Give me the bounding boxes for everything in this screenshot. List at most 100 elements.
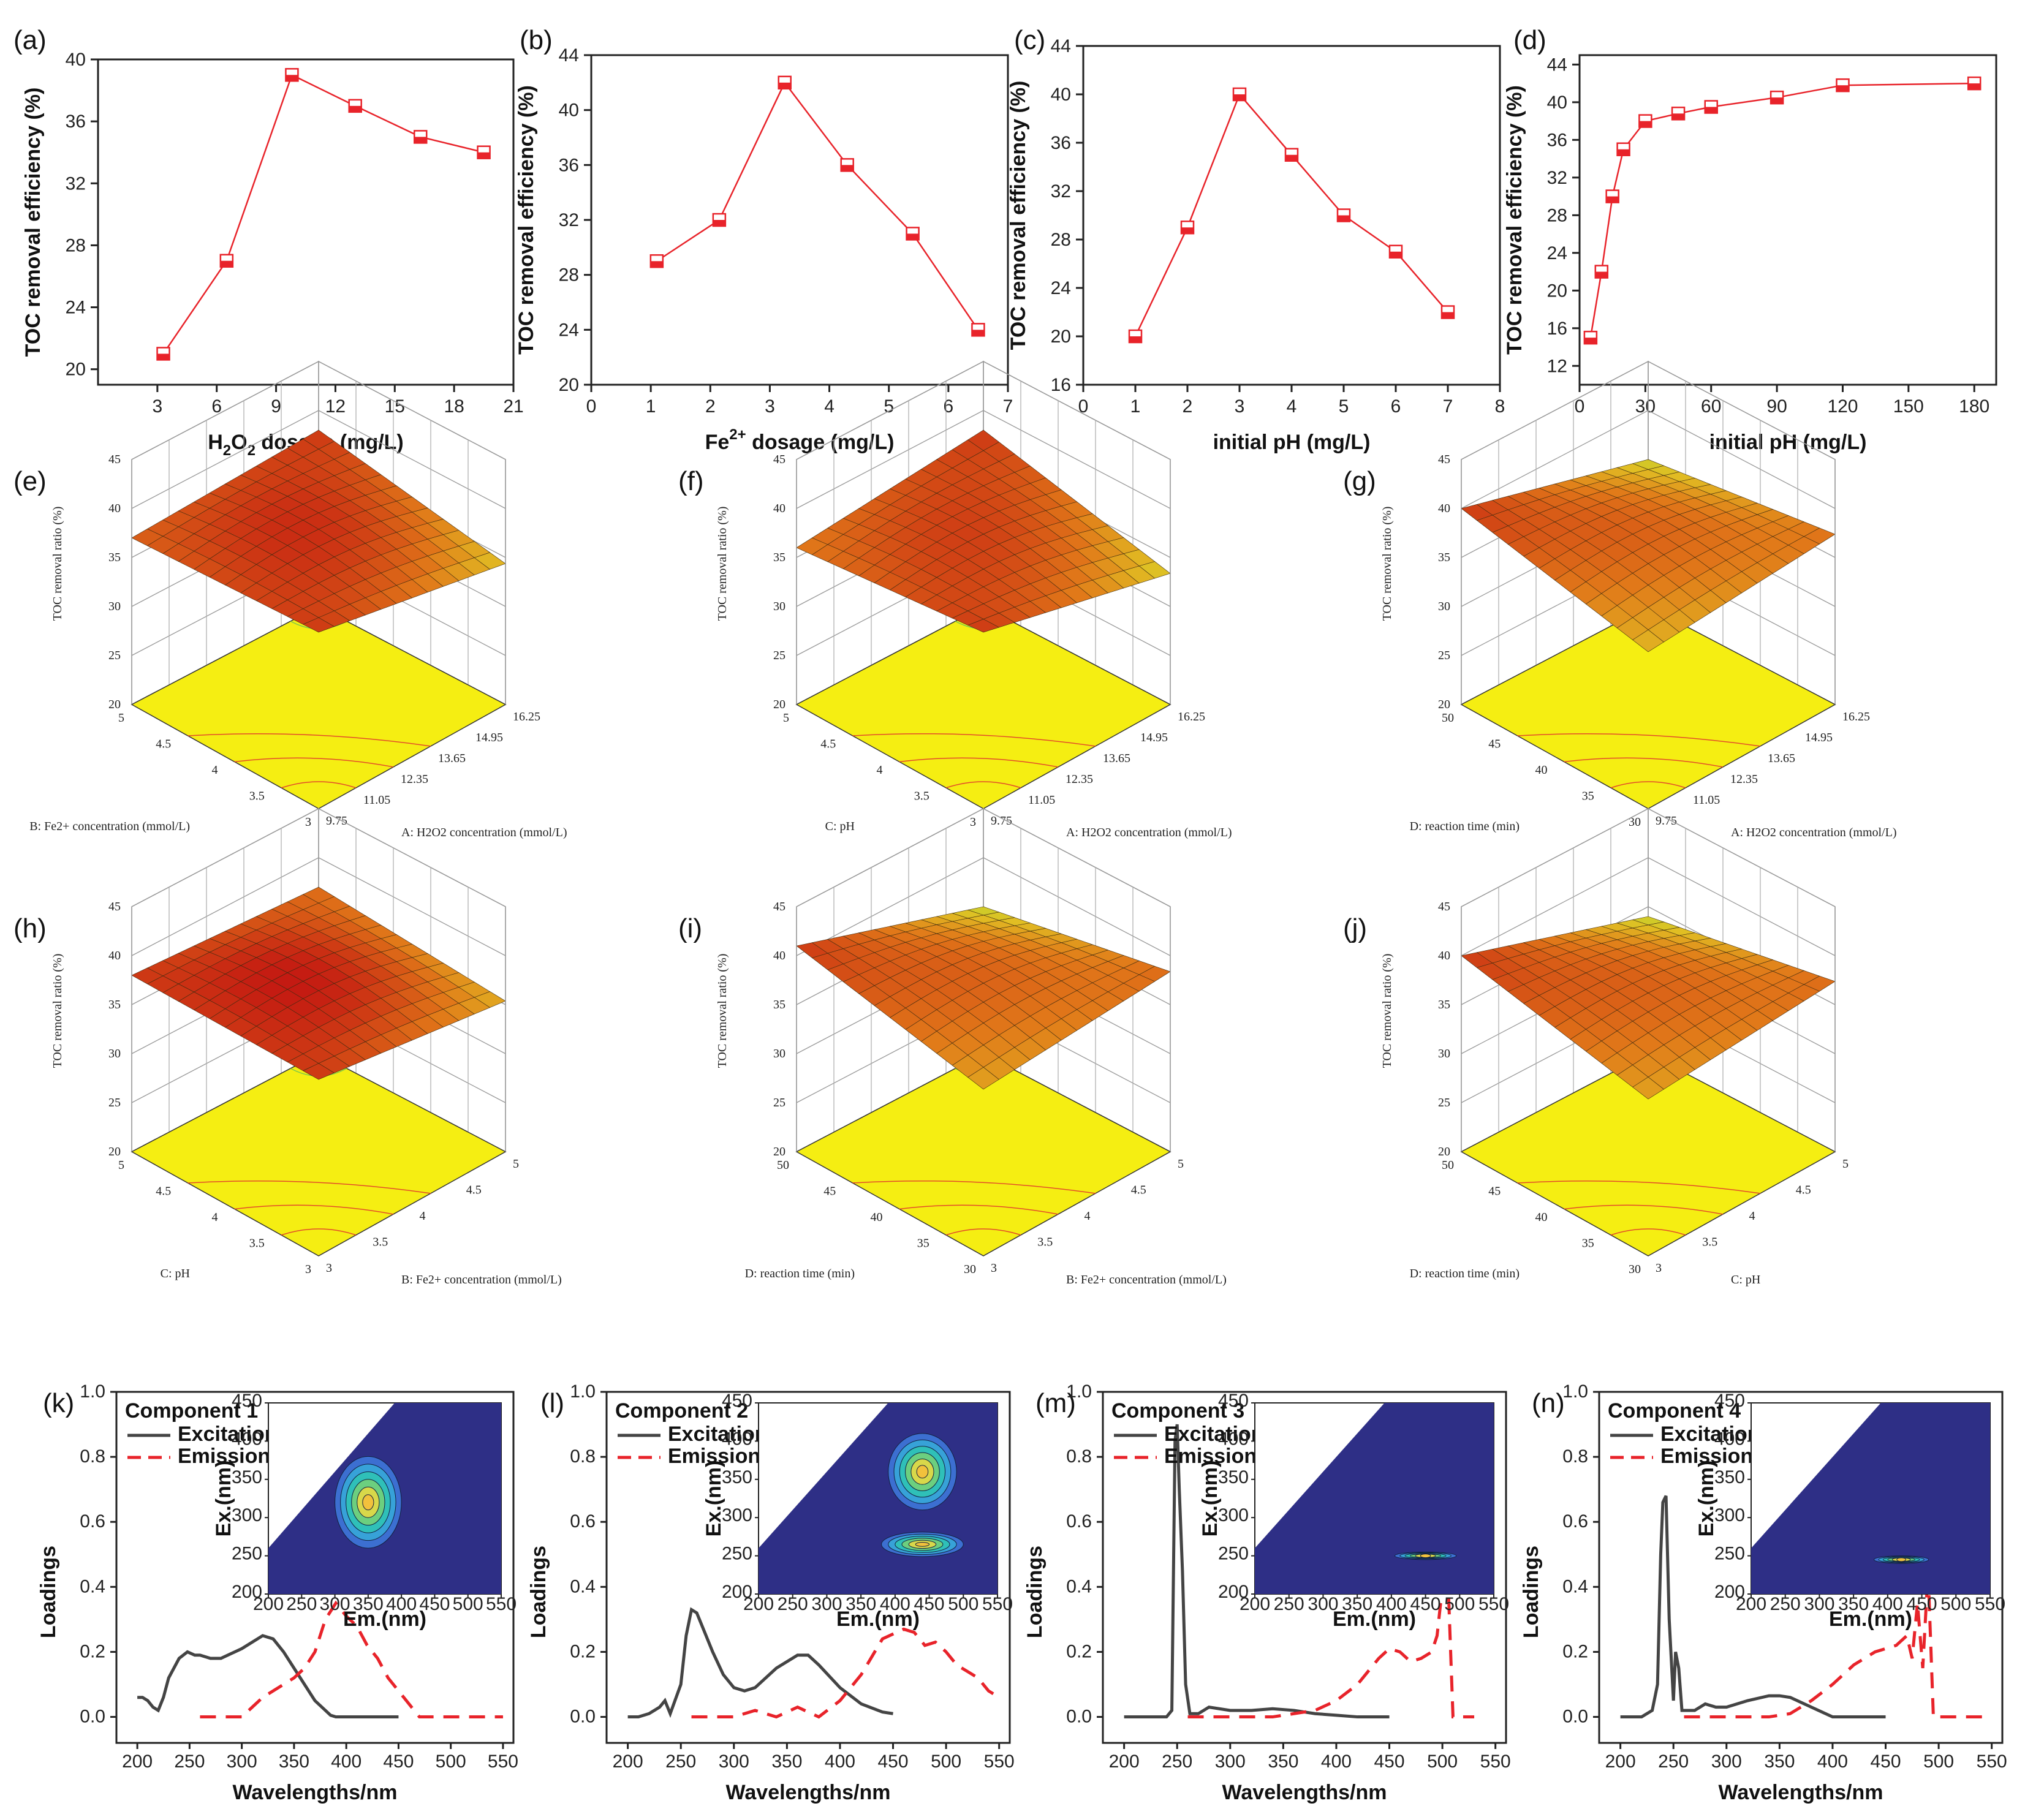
- inset-y-tick-label: 400: [1218, 1429, 1249, 1449]
- x-tick-label: 16.25: [1178, 710, 1205, 724]
- inset-x-tick-label: 200: [1736, 1594, 1766, 1614]
- x-tick-label: 4: [1287, 396, 1297, 417]
- x-tick-label: 350: [1764, 1751, 1795, 1772]
- inset-x-tick-label: 450: [1410, 1594, 1441, 1614]
- inset-x-tick-label: 450: [914, 1594, 945, 1614]
- x-tick-label: 5: [1842, 1157, 1849, 1171]
- inset-x-tick-label: 250: [1770, 1594, 1801, 1614]
- inset-x-tick-label: 250: [778, 1594, 808, 1614]
- contour-line: [281, 1228, 357, 1236]
- inset-x-title: Em.(nm): [343, 1608, 426, 1631]
- contour-line: [899, 1204, 1059, 1215]
- legend-title: Component 3: [1111, 1399, 1244, 1423]
- x-tick-label: 500: [436, 1751, 466, 1772]
- x-axis-title: Wavelengths/nm: [1222, 1781, 1387, 1804]
- x-axis-title: Wavelengths/nm: [233, 1781, 398, 1804]
- plot-panel-b: (b) 0 1 2 3 4 5 6 7 20 24 28 32 36 40 44 Fe2+ dosage (mg…: [515, 25, 1013, 454]
- x-tick-label: 200: [1605, 1751, 1636, 1772]
- contour-line: [187, 1180, 431, 1194]
- y-tick-label: 40: [1051, 85, 1071, 105]
- data-point-fill: [1672, 113, 1685, 120]
- inset-y-tick-label: 200: [1218, 1582, 1249, 1602]
- x-tick-label: 3: [326, 1261, 332, 1275]
- z-tick-label: 40: [773, 949, 785, 962]
- inset-x-tick-label: 500: [453, 1594, 483, 1614]
- y-tick-label: 0.2: [1066, 1641, 1092, 1661]
- z-tick-label: 35: [1438, 551, 1450, 564]
- x-tick-label: 2: [705, 396, 716, 417]
- x-tick-label: 6: [944, 396, 954, 417]
- x-tick-label: 350: [279, 1751, 309, 1772]
- x-tick-label: 400: [1817, 1751, 1848, 1772]
- z-tick-label: 30: [1438, 600, 1450, 613]
- panel-label: (c): [1014, 25, 1045, 55]
- eem-inset: 200 250 300 350 400 450 500 5502002503003504004…: [702, 1391, 1013, 1631]
- y-tick-label: 5: [118, 711, 124, 725]
- x-tick-label: 0: [1078, 396, 1089, 417]
- x-tick-label: 4: [824, 396, 835, 417]
- x-tick-label: 3: [153, 396, 163, 417]
- y-axis-title: TOC removal efficiency (%): [515, 85, 538, 355]
- z-tick-label: 45: [1438, 453, 1450, 466]
- z-tick-label: 30: [773, 1047, 785, 1060]
- inset-x-tick-label: 400: [880, 1594, 910, 1614]
- y-tick-label: 3.5: [249, 790, 265, 803]
- panel-label: (k): [43, 1388, 74, 1418]
- x-tick-label: 200: [613, 1751, 643, 1772]
- contour-line: [852, 733, 1096, 747]
- x-tick-label: 1: [1130, 396, 1141, 417]
- data-point-fill: [1233, 94, 1246, 100]
- inset-x-title: Em.(nm): [1829, 1608, 1912, 1631]
- surface-panel-i: (i) 20 25 30 35 40 45 30 35 40 45 50 3 3.5 4 4.5 5 D: rea…: [678, 807, 1227, 1286]
- y-tick-label: 0.8: [570, 1446, 596, 1467]
- contour-line: [234, 757, 394, 768]
- eem-background: [1751, 1403, 1990, 1594]
- contour-line: [1517, 733, 1761, 747]
- z-tick-label: 30: [1438, 1047, 1450, 1060]
- y-tick-label: 20: [66, 360, 86, 380]
- y-tick-label: 28: [559, 265, 579, 285]
- x-tick-label: 400: [331, 1751, 361, 1772]
- contour-line: [852, 1180, 1096, 1194]
- panel-label: (n): [1532, 1388, 1565, 1418]
- x-axis-title: B: Fe2+ concentration (mmol/L): [401, 1273, 562, 1286]
- y-tick-label: 0.0: [80, 1707, 105, 1727]
- inset-x-tick-label: 550: [982, 1594, 1013, 1614]
- y-tick-label: 16: [1547, 319, 1567, 339]
- data-point-fill: [1338, 215, 1350, 222]
- x-tick-label: 12: [325, 396, 346, 417]
- y-axis-title: C: pH: [161, 1267, 190, 1280]
- series-emission: [691, 1627, 1000, 1719]
- x-tick-label: 12.35: [401, 773, 428, 786]
- legend-label: Emission: [668, 1445, 760, 1468]
- x-tick-label: 9.75: [326, 814, 347, 828]
- plot-frame: [1578, 54, 1997, 386]
- contour-floor: [131, 1053, 507, 1256]
- x-tick-label: 3: [1656, 1261, 1662, 1275]
- eem-contour: [362, 1494, 374, 1511]
- inset-x-tick-label: 300: [320, 1594, 350, 1614]
- data-point-fill: [972, 330, 985, 336]
- panel-label: (h): [13, 913, 47, 943]
- y-tick-label: 28: [1547, 205, 1567, 225]
- y-axis-title: D: reaction time (min): [1410, 1267, 1520, 1280]
- x-tick-label: 350: [771, 1751, 802, 1772]
- contour-floor: [795, 606, 1172, 809]
- y-tick-label: 0.0: [1562, 1707, 1588, 1727]
- y-axis-title: TOC removal efficiency (%): [21, 88, 45, 357]
- y-tick-label: 0.2: [1562, 1641, 1588, 1661]
- z-tick-label: 45: [773, 900, 785, 913]
- data-point-fill: [713, 220, 725, 226]
- x-tick-label: 6: [1391, 396, 1401, 417]
- inset-x-tick-label: 250: [286, 1594, 317, 1614]
- z-tick-label: 45: [108, 900, 121, 913]
- y-tick-label: 1.0: [570, 1381, 596, 1402]
- x-tick-label: 11.05: [1028, 793, 1055, 807]
- y-tick-label: 50: [1442, 1158, 1454, 1172]
- y-tick-label: 1.0: [1066, 1381, 1092, 1402]
- y-tick-label: 32: [1547, 168, 1567, 188]
- surface-cell: [131, 967, 164, 984]
- y-tick-label: 4.5: [156, 738, 171, 751]
- legend-title: Component 1: [125, 1399, 258, 1423]
- z-gridline: [796, 808, 1171, 907]
